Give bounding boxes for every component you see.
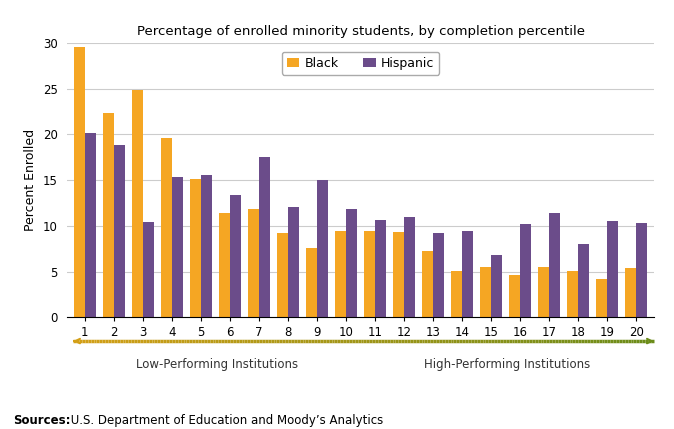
Bar bbox=[636, 223, 648, 317]
Bar bbox=[607, 221, 618, 317]
Bar bbox=[433, 233, 444, 317]
Bar bbox=[480, 267, 491, 317]
Bar bbox=[201, 175, 212, 317]
Legend: Black, Hispanic: Black, Hispanic bbox=[282, 52, 439, 75]
Y-axis label: Percent Enrolled: Percent Enrolled bbox=[24, 129, 37, 231]
Bar bbox=[306, 248, 317, 317]
Bar bbox=[346, 209, 357, 317]
Bar bbox=[393, 233, 404, 317]
Bar bbox=[248, 208, 259, 317]
Text: High-Performing Institutions: High-Performing Institutions bbox=[424, 358, 590, 371]
Text: Low-Performing Institutions: Low-Performing Institutions bbox=[136, 358, 298, 371]
Bar bbox=[549, 213, 560, 317]
Bar bbox=[539, 267, 549, 317]
Text: Sources:: Sources: bbox=[13, 414, 71, 427]
Bar bbox=[73, 48, 85, 317]
Bar bbox=[259, 157, 270, 317]
Bar bbox=[491, 255, 502, 317]
Bar bbox=[277, 233, 288, 317]
Bar bbox=[520, 224, 531, 317]
Bar bbox=[375, 220, 386, 317]
Bar bbox=[568, 271, 578, 317]
Bar bbox=[132, 90, 143, 317]
Bar bbox=[422, 251, 433, 317]
Title: Percentage of enrolled minority students, by completion percentile: Percentage of enrolled minority students… bbox=[137, 24, 584, 38]
Bar bbox=[625, 268, 636, 317]
Text: U.S. Department of Education and Moody’s Analytics: U.S. Department of Education and Moody’s… bbox=[67, 414, 384, 427]
Bar bbox=[172, 176, 183, 317]
Bar bbox=[288, 207, 299, 317]
Bar bbox=[103, 113, 114, 317]
Bar bbox=[335, 231, 346, 317]
Bar bbox=[510, 275, 520, 317]
Bar bbox=[578, 244, 589, 317]
Bar bbox=[230, 195, 241, 317]
Bar bbox=[85, 133, 96, 317]
Bar bbox=[364, 230, 375, 317]
Bar bbox=[596, 279, 607, 317]
Bar bbox=[451, 271, 462, 317]
Bar bbox=[143, 222, 154, 317]
Bar bbox=[462, 230, 473, 317]
Bar bbox=[114, 145, 125, 317]
Bar bbox=[161, 138, 172, 317]
Bar bbox=[190, 179, 201, 317]
Bar bbox=[404, 217, 415, 317]
Bar bbox=[219, 213, 230, 317]
Bar bbox=[317, 180, 328, 317]
